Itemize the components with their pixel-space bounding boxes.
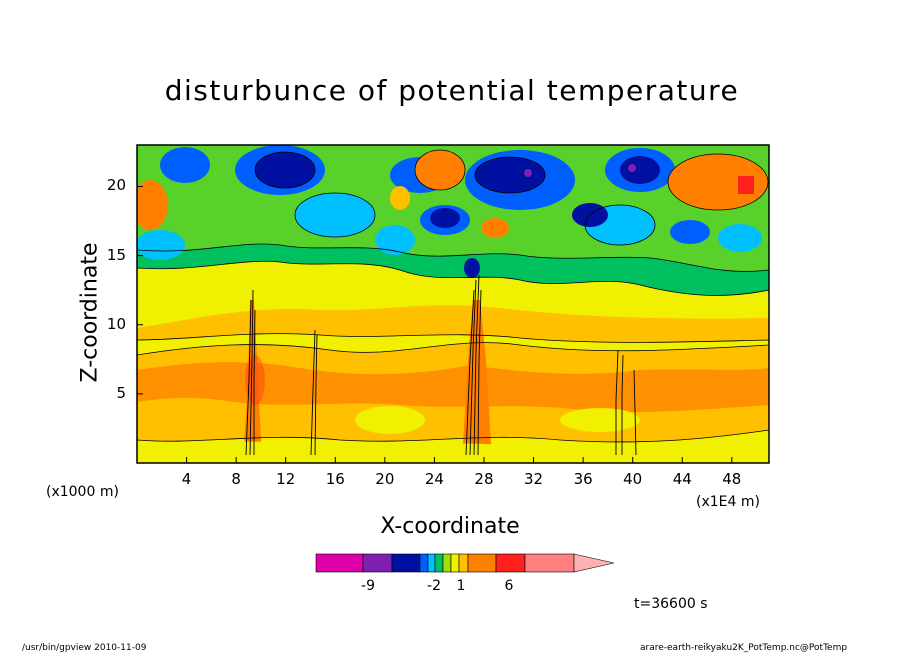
colorbar-swatch — [495, 553, 526, 573]
footer-left: /usr/bin/gpview 2010-11-09 — [22, 643, 147, 653]
footer-right: arare-earth-reikyaku2K_PotTemp.nc@PotTem… — [640, 643, 848, 653]
x-unit-secondary-label: (x1E4 m) — [696, 494, 760, 510]
colorbar-swatch — [524, 553, 575, 573]
colorbar-extend-arrow — [573, 553, 615, 573]
colorbar-label: -9 — [361, 578, 375, 594]
colorbar-swatch — [434, 553, 444, 573]
colorbar-swatch — [362, 553, 393, 573]
x-tick-label: 20 — [375, 470, 395, 488]
plot-frame — [136, 144, 770, 464]
colorbar-swatch — [458, 553, 469, 573]
x-tick-label: 16 — [325, 470, 345, 488]
colorbar-label: -2 — [427, 578, 441, 594]
y-tick-label: 5 — [116, 383, 126, 402]
colorbar-swatch — [419, 553, 429, 573]
colorbar-swatch — [391, 553, 421, 573]
x-tick-label: 24 — [424, 470, 444, 488]
heatmap-field — [137, 145, 769, 463]
colorbar-label: 6 — [504, 578, 514, 594]
colorbar-swatch — [427, 553, 436, 573]
y-axis-ticks — [137, 185, 143, 395]
x-tick-label: 48 — [722, 470, 742, 488]
x-tick-label: 32 — [524, 470, 544, 488]
x-tick-label: 4 — [181, 470, 192, 488]
y-tick-label: 10 — [106, 314, 126, 333]
x-tick-label: 12 — [276, 470, 296, 488]
y-tick-label: 20 — [106, 176, 126, 195]
x-tick-label: 8 — [231, 470, 241, 488]
x-tick-label: 44 — [672, 470, 692, 488]
x-tick-label: 36 — [573, 470, 593, 488]
x-axis-ticks — [186, 457, 733, 463]
colorbar-swatch — [442, 553, 452, 573]
x-tick-label: 28 — [474, 470, 494, 488]
time-label: t=36600 s — [634, 596, 708, 612]
chart-title: disturbunce of potential temperature — [164, 74, 740, 107]
x-tick-label: 40 — [623, 470, 643, 488]
colorbar — [315, 553, 615, 573]
y-tick-label: 15 — [106, 245, 126, 264]
colorbar-swatch — [315, 553, 364, 573]
colorbar-swatch — [450, 553, 460, 573]
x-axis-label: X-coordinate — [380, 514, 520, 539]
colorbar-swatch — [467, 553, 497, 573]
x-unit-label: (x1000 m) — [46, 484, 119, 500]
colorbar-label: 1 — [456, 578, 466, 594]
